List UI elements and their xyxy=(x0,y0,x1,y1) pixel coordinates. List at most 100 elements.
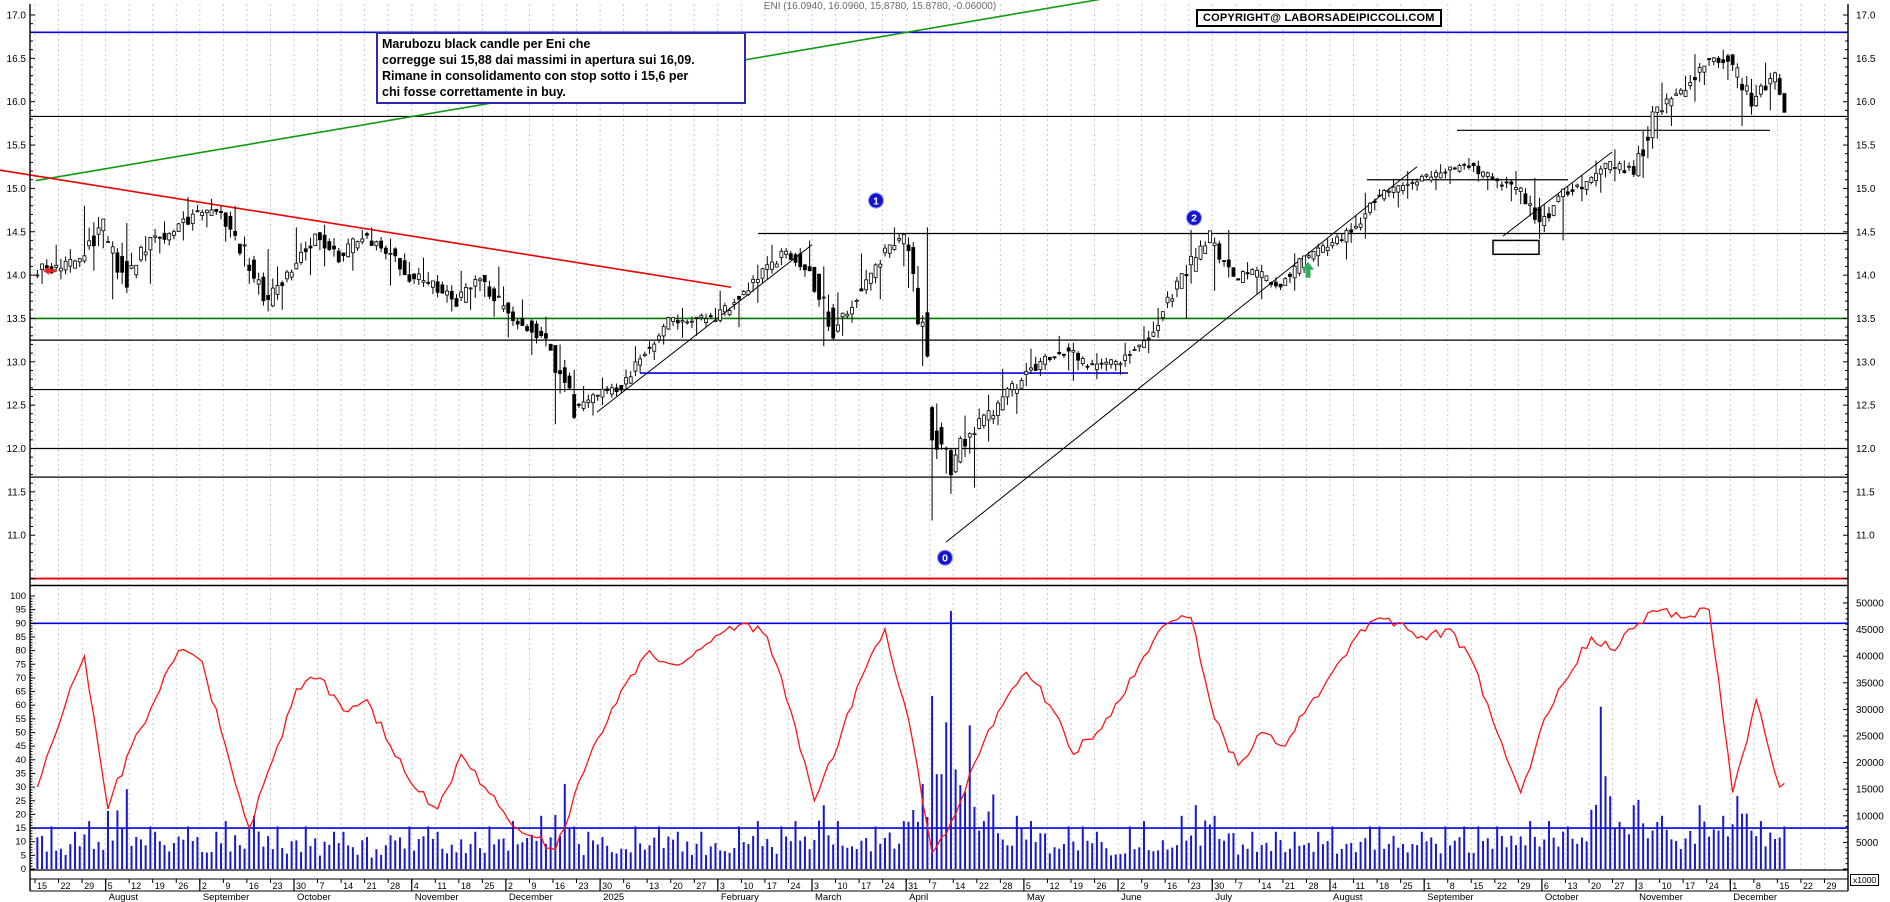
svg-text:15.0: 15.0 xyxy=(1856,184,1876,195)
svg-text:9: 9 xyxy=(225,881,230,891)
svg-text:October: October xyxy=(297,892,331,902)
svg-text:1: 1 xyxy=(1732,881,1737,891)
svg-text:15: 15 xyxy=(15,823,26,834)
annotation-line: chi fosse correttamente in buy. xyxy=(382,85,566,99)
svg-text:29: 29 xyxy=(1826,881,1836,891)
svg-text:December: December xyxy=(1733,892,1777,902)
svg-text:4: 4 xyxy=(1332,881,1337,891)
svg-text:35: 35 xyxy=(15,768,26,779)
oscillator-line xyxy=(36,607,1785,855)
svg-text:October: October xyxy=(1545,892,1579,902)
svg-text:2: 2 xyxy=(1191,213,1197,225)
svg-text:65: 65 xyxy=(15,687,26,698)
svg-text:April: April xyxy=(909,892,928,902)
svg-text:16: 16 xyxy=(555,881,565,891)
chart-quote-title: ENI (16.0940, 16.0960, 15.8780, 15.8780,… xyxy=(763,1,997,12)
svg-text:20: 20 xyxy=(1591,881,1601,891)
svg-text:5000: 5000 xyxy=(1856,838,1879,849)
svg-text:100: 100 xyxy=(10,591,26,602)
svg-text:17.0: 17.0 xyxy=(1856,11,1876,22)
svg-text:19: 19 xyxy=(155,881,165,891)
svg-text:13.0: 13.0 xyxy=(1856,357,1876,368)
svg-text:25: 25 xyxy=(15,796,26,807)
svg-text:40: 40 xyxy=(15,755,26,766)
svg-text:50: 50 xyxy=(15,728,26,739)
svg-text:12.0: 12.0 xyxy=(1856,444,1876,455)
svg-text:November: November xyxy=(1639,892,1683,902)
svg-text:5: 5 xyxy=(108,881,113,891)
svg-text:70: 70 xyxy=(15,673,26,684)
svg-text:August: August xyxy=(109,892,139,902)
svg-text:29: 29 xyxy=(84,881,94,891)
annotation-line: Rimane in consolidamento con stop sotto … xyxy=(382,69,689,83)
svg-text:7: 7 xyxy=(932,881,937,891)
svg-text:10: 10 xyxy=(15,837,26,848)
volume-unit-label: x1000 xyxy=(1850,874,1880,886)
svg-text:5: 5 xyxy=(1026,881,1031,891)
svg-text:45: 45 xyxy=(15,741,26,752)
svg-text:7: 7 xyxy=(1238,881,1243,891)
annotation-line: corregge sui 15,88 dai massimi in apertu… xyxy=(382,53,695,67)
svg-text:14: 14 xyxy=(955,881,965,891)
svg-text:July: July xyxy=(1215,892,1232,902)
svg-text:13.5: 13.5 xyxy=(7,314,27,325)
svg-text:September: September xyxy=(1427,892,1473,902)
svg-text:25: 25 xyxy=(484,881,494,891)
svg-text:March: March xyxy=(815,892,841,902)
svg-text:May: May xyxy=(1027,892,1045,902)
svg-text:55: 55 xyxy=(15,714,26,725)
svg-text:13.0: 13.0 xyxy=(7,357,27,368)
svg-text:14: 14 xyxy=(343,881,353,891)
date-axis: 15 22 29 5 12 19 26 2 9 16 23 30 7 14 21 28 4 11 18 25 2 9 16 2… xyxy=(30,878,1848,902)
svg-text:17.0: 17.0 xyxy=(7,11,27,22)
svg-text:30: 30 xyxy=(602,881,612,891)
svg-text:90: 90 xyxy=(15,618,26,629)
svg-text:85: 85 xyxy=(15,632,26,643)
svg-text:June: June xyxy=(1121,892,1142,902)
svg-text:60: 60 xyxy=(15,700,26,711)
svg-text:6: 6 xyxy=(1544,881,1549,891)
svg-text:7: 7 xyxy=(320,881,325,891)
svg-text:23: 23 xyxy=(272,881,282,891)
svg-text:25000: 25000 xyxy=(1856,732,1884,743)
volume-bars xyxy=(36,610,1786,869)
svg-text:11.5: 11.5 xyxy=(7,487,26,498)
svg-text:27: 27 xyxy=(696,881,706,891)
svg-text:17: 17 xyxy=(861,881,871,891)
svg-text:2: 2 xyxy=(1120,881,1125,891)
svg-text:15: 15 xyxy=(1779,881,1789,891)
svg-text:30: 30 xyxy=(1214,881,1224,891)
svg-text:11: 11 xyxy=(437,881,446,891)
svg-text:16: 16 xyxy=(249,881,259,891)
svg-text:31: 31 xyxy=(908,881,918,891)
svg-text:15: 15 xyxy=(1473,881,1483,891)
svg-text:3: 3 xyxy=(720,881,725,891)
annotation-box[interactable]: Marubozu black candle per Eni che correg… xyxy=(376,32,746,104)
svg-text:45000: 45000 xyxy=(1856,625,1884,636)
svg-text:30000: 30000 xyxy=(1856,705,1884,716)
svg-text:21: 21 xyxy=(1285,881,1295,891)
svg-text:2: 2 xyxy=(202,881,207,891)
svg-text:16.0: 16.0 xyxy=(7,97,27,108)
svg-text:13: 13 xyxy=(1567,881,1577,891)
svg-text:14.5: 14.5 xyxy=(1856,227,1876,238)
svg-text:28: 28 xyxy=(390,881,400,891)
svg-text:24: 24 xyxy=(790,881,800,891)
svg-text:22: 22 xyxy=(1497,881,1507,891)
svg-text:35000: 35000 xyxy=(1856,678,1884,689)
svg-text:9: 9 xyxy=(531,881,536,891)
svg-text:18: 18 xyxy=(1379,881,1389,891)
svg-text:10: 10 xyxy=(838,881,848,891)
svg-text:40000: 40000 xyxy=(1856,652,1884,663)
svg-text:30: 30 xyxy=(296,881,306,891)
svg-text:25: 25 xyxy=(1403,881,1413,891)
svg-text:4: 4 xyxy=(414,881,419,891)
svg-text:28: 28 xyxy=(1308,881,1318,891)
svg-text:16: 16 xyxy=(1167,881,1177,891)
svg-text:15000: 15000 xyxy=(1856,785,1884,796)
svg-text:50000: 50000 xyxy=(1856,599,1884,610)
svg-text:November: November xyxy=(415,892,459,902)
svg-text:10000: 10000 xyxy=(1856,811,1884,822)
